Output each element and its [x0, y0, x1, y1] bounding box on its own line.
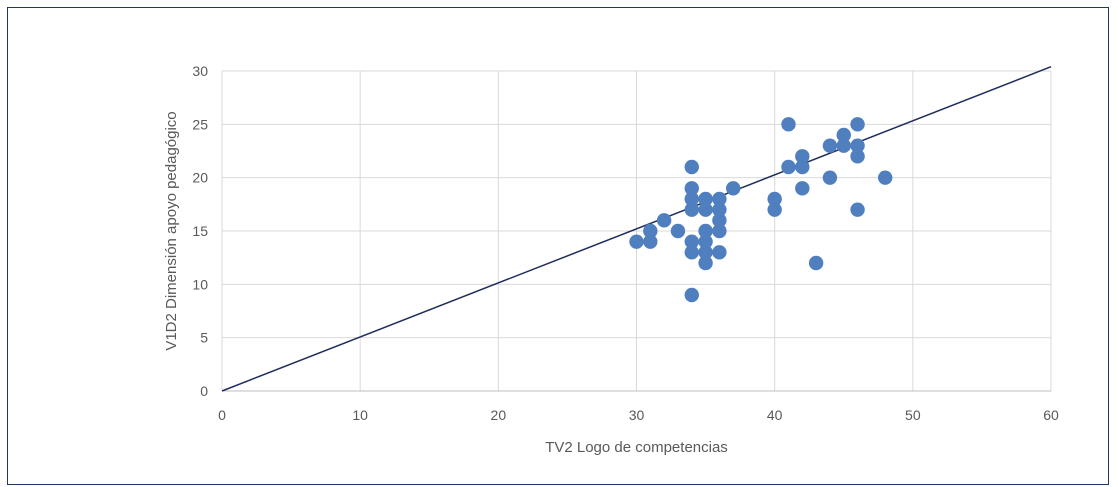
data-point: [850, 202, 865, 217]
gridlines: [221, 70, 1052, 391]
data-point: [836, 127, 851, 143]
x-tick-label: 30: [629, 407, 645, 423]
scatter-chart: 0 10 20 30 40 50 60 0 5 10 15 20 25 30 TV2 Logo de c…: [163, 63, 1059, 456]
x-tick-label: 0: [218, 407, 226, 423]
data-points: [629, 117, 893, 303]
y-tick-label: 30: [192, 63, 208, 79]
data-point: [684, 159, 699, 175]
data-point: [698, 255, 713, 271]
data-point: [712, 213, 727, 228]
data-point: [698, 191, 713, 207]
data-point: [795, 181, 810, 196]
x-tick-label: 20: [491, 407, 507, 423]
data-point: [670, 223, 686, 239]
data-point: [698, 223, 713, 239]
y-tick-label: 15: [192, 223, 208, 239]
data-point: [698, 245, 713, 260]
data-point: [878, 170, 893, 185]
data-point: [712, 202, 727, 217]
data-point: [643, 223, 658, 239]
data-point: [712, 223, 727, 239]
data-point: [684, 234, 699, 249]
x-axis-title: TV2 Logo de competencias: [545, 439, 728, 456]
data-point: [684, 202, 699, 217]
data-point: [712, 191, 727, 207]
data-point: [822, 138, 838, 153]
y-tick-label: 20: [192, 170, 208, 186]
y-tick-label: 0: [200, 383, 208, 399]
x-tick-label: 10: [352, 407, 368, 423]
x-tick-label: 40: [767, 407, 783, 423]
data-point: [795, 149, 810, 164]
y-tick-label: 10: [192, 276, 208, 292]
y-axis-title: V1D2 Dimensión apoyo pedagógico: [163, 111, 180, 350]
data-point: [850, 117, 865, 132]
data-point: [795, 159, 810, 175]
trendline: [221, 66, 1052, 392]
data-point: [684, 287, 699, 303]
y-tick-label: 25: [192, 116, 208, 132]
chart-frame: 0 10 20 30 40 50 60 0 5 10 15 20 25 30 TV2 Logo de c…: [7, 7, 1109, 485]
x-axis-ticks: 0 10 20 30 40 50 60: [218, 407, 1059, 423]
data-point: [712, 245, 727, 260]
data-point: [684, 245, 699, 260]
data-point: [850, 138, 865, 153]
data-point: [850, 149, 865, 164]
data-point: [684, 191, 699, 207]
data-point: [767, 191, 782, 207]
data-point: [656, 213, 672, 228]
y-axis-ticks: 0 5 10 15 20 25 30: [192, 63, 208, 399]
data-point: [643, 234, 658, 249]
data-point: [629, 234, 644, 249]
x-tick-label: 50: [905, 407, 921, 423]
x-tick-label: 60: [1043, 407, 1059, 423]
data-point: [808, 255, 824, 271]
data-point: [781, 117, 796, 132]
data-point: [781, 159, 796, 175]
data-point: [767, 202, 782, 217]
data-point: [698, 234, 713, 249]
data-point: [726, 181, 741, 196]
data-point: [698, 202, 713, 217]
y-tick-label: 5: [200, 330, 208, 346]
data-point: [822, 170, 838, 185]
data-point: [836, 138, 851, 153]
data-point: [684, 181, 699, 196]
